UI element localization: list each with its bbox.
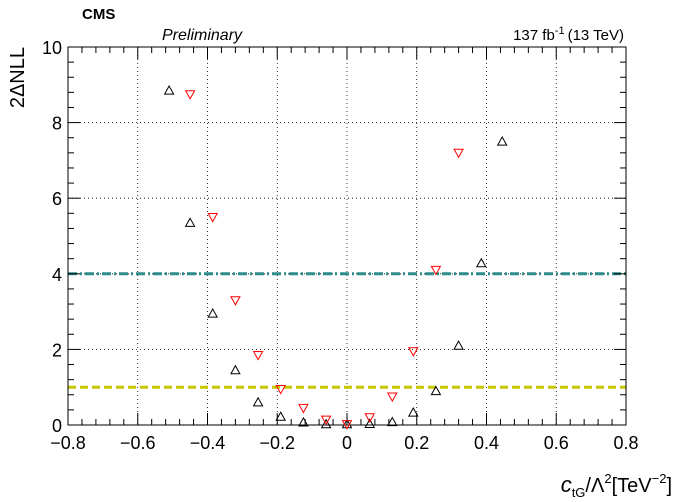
lumi-energy: (13 TeV)	[568, 27, 624, 44]
y-tick-labels: 0 2 4 6 8 10	[42, 38, 62, 436]
triangle-up-marker	[407, 406, 419, 417]
triangle-up-marker	[364, 418, 376, 428]
x-tick-label: 0	[342, 433, 352, 453]
triangle-down-marker	[364, 413, 376, 423]
triangle-up-marker	[496, 135, 508, 146]
triangle-up-marker	[184, 217, 196, 227]
lumi-exponent: -1	[555, 25, 565, 37]
triangle-down-marker	[252, 351, 264, 361]
y-tick-label: 0	[52, 416, 62, 436]
triangle-up-marker	[163, 84, 175, 95]
x-tick-label: 0.8	[613, 433, 638, 453]
x-title-unit-close: ]	[666, 475, 672, 497]
x-tick-label: 0.4	[474, 433, 499, 453]
triangle-down-marker	[341, 420, 353, 430]
lumi-value: 137 fb	[513, 27, 555, 44]
triangle-up-marker	[386, 416, 398, 427]
chart-header: CMS Preliminary 137 fb-1 (13 TeV)	[82, 6, 624, 44]
x-tick-label: −0.8	[50, 433, 86, 453]
triangle-up-marker	[230, 364, 241, 375]
triangle-up-marker	[298, 416, 309, 427]
triangle-up-marker	[430, 385, 442, 396]
luminosity-label: 137 fb-1 (13 TeV)	[513, 25, 624, 44]
x-title-lambda-power: 2	[604, 471, 611, 486]
triangle-down-marker	[298, 403, 309, 414]
y-tick-label: 10	[42, 38, 62, 58]
triangle-down-marker	[207, 213, 219, 223]
triangle-down-marker	[184, 90, 196, 100]
triangle-down-marker	[320, 415, 332, 426]
experiment-label: CMS	[82, 6, 115, 23]
triangle-up-marker	[453, 340, 464, 350]
axis-ticks	[67, 46, 627, 426]
triangle-up-marker	[320, 418, 332, 429]
x-title-lambda: /Λ	[585, 475, 605, 497]
triangle-down-marker	[430, 265, 442, 276]
x-title-symbol: c	[561, 472, 572, 497]
x-tick-label: 0.2	[404, 433, 429, 453]
x-tick-label: −0.4	[190, 433, 226, 453]
x-title-subscript: tG	[572, 485, 586, 500]
grid	[68, 47, 626, 425]
x-axis-title: ctG/Λ2[TeV−2]	[561, 471, 672, 500]
triangle-up-marker	[275, 411, 287, 421]
triangle-up-marker	[475, 257, 487, 268]
triangle-down-marker	[407, 347, 419, 357]
triangle-down-marker	[386, 392, 398, 403]
x-tick-label: 0.6	[544, 433, 569, 453]
triangle-up-marker	[207, 307, 219, 318]
triangle-down-marker	[275, 385, 287, 395]
data-markers	[163, 84, 508, 430]
x-title-unit-power: −2	[652, 471, 667, 486]
y-tick-label: 4	[52, 265, 62, 285]
x-tick-label: −0.6	[120, 433, 156, 453]
triangle-down-marker	[230, 296, 241, 306]
status-label: Preliminary	[162, 27, 243, 44]
y-axis-title: 2ΔNLL	[7, 47, 29, 108]
triangle-up-marker	[252, 396, 264, 407]
y-tick-label: 8	[52, 114, 62, 134]
x-tick-label: −0.2	[259, 433, 295, 453]
y-tick-label: 6	[52, 189, 62, 209]
reference-lines	[68, 272, 626, 389]
x-title-unit: [TeV	[612, 475, 653, 497]
y-tick-label: 2	[52, 340, 62, 360]
triangle-down-marker	[453, 148, 464, 159]
x-tick-labels: −0.8 −0.6 −0.4 −0.2 0 0.2 0.4 0.6 0.8	[50, 433, 638, 453]
